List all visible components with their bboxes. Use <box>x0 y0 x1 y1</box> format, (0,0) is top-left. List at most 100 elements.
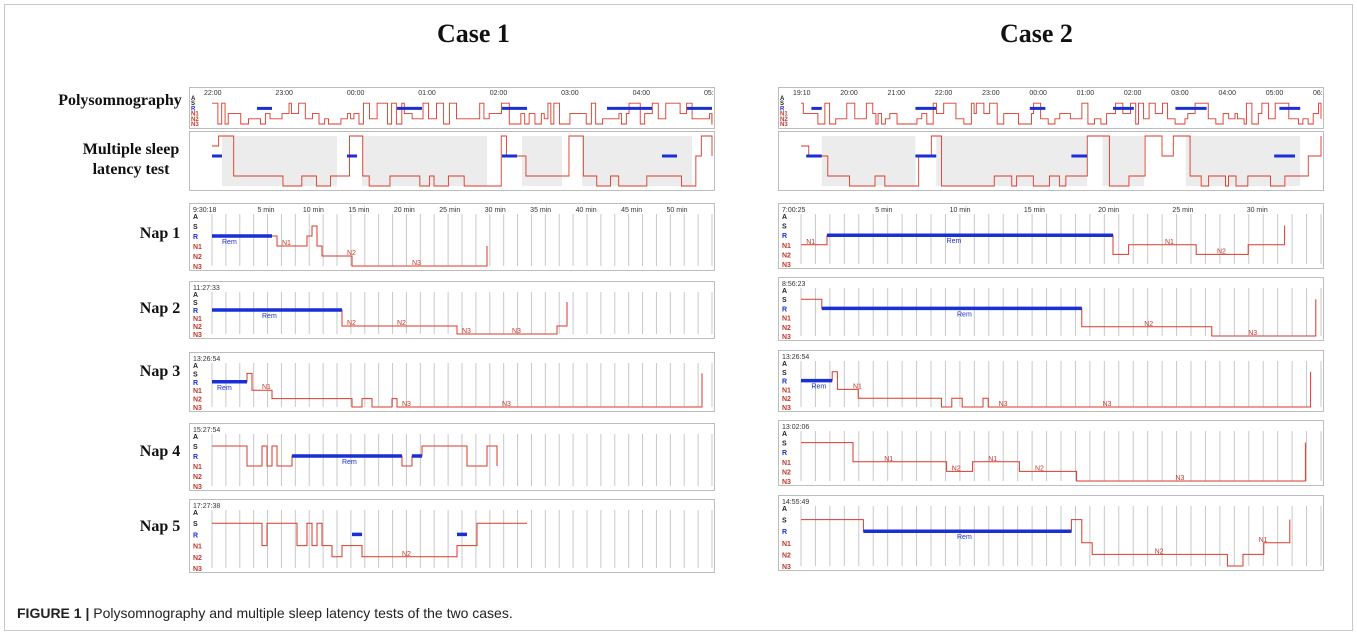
stage-label: A <box>782 506 787 513</box>
stage-label: S <box>782 518 787 525</box>
c1-nap5-svg: ASR N1 N2 N3 17:27:38 N2 <box>193 503 713 573</box>
stage-label: N3 <box>782 405 791 411</box>
stage-annotation: N3 <box>412 260 421 267</box>
time-tick: 22:00 <box>204 90 222 97</box>
stage-label: R <box>193 234 198 241</box>
nap-start-time: 13:26:54 <box>782 354 809 361</box>
stage-label: N3 <box>782 262 791 268</box>
stage-label: R <box>782 306 787 313</box>
time-tick: 01:00 <box>418 90 436 97</box>
hypnogram-trace <box>801 135 1322 187</box>
c2-nap5-svg: ASR N1 N2 N3 14:55:49 Rem N2 N1 <box>782 499 1322 571</box>
nap-start-time: 15:27:54 <box>193 427 220 434</box>
wake-shading <box>582 136 692 186</box>
stage-annotation: Rem <box>222 239 237 246</box>
hypnogram-trace <box>801 519 1291 567</box>
c1-nap4-svg: ASR N1 N2 N3 15:27:54 Rem <box>193 427 713 491</box>
stage-label: N3 <box>193 405 202 411</box>
row-label-psg: Polysomnography <box>58 92 182 109</box>
stage-annotation: N2 <box>952 465 961 472</box>
stage-label: S <box>782 224 787 231</box>
stage-annotation: N1 <box>262 384 271 391</box>
figure: Case 1 Case 2 Polysomnography Multiple s… <box>4 4 1353 631</box>
stage-label: R <box>191 106 196 112</box>
wake-shading <box>222 136 337 186</box>
stage-label: S <box>193 371 198 378</box>
stage-label: N3 <box>780 122 788 128</box>
stage-annotation: N3 <box>502 401 511 408</box>
stage-label: S <box>193 444 198 451</box>
stage-annotation: N1 <box>853 383 862 390</box>
time-tick: 19:10 <box>793 90 811 97</box>
time-tick: 45 min <box>621 207 642 214</box>
stage-label: N2 <box>780 117 788 123</box>
stage-annotation: N1 <box>806 239 815 246</box>
time-tick: 03:00 <box>561 90 579 97</box>
stage-annotation: N1 <box>1259 537 1268 544</box>
stage-annotation: N2 <box>347 320 356 327</box>
nap-start-time: 13:26:54 <box>193 356 220 363</box>
case2-title: Case 2 <box>1000 19 1073 48</box>
time-tick: 02:00 <box>1124 90 1142 97</box>
nap-start-time: 9:30:18 <box>193 207 216 214</box>
time-tick: 05:00 <box>1266 90 1284 97</box>
wake-shading <box>1102 136 1145 186</box>
stage-label: R <box>193 532 198 539</box>
stage-label: N1 <box>780 112 788 118</box>
stage-annotation: N2 <box>1035 465 1044 472</box>
case2-nap3-hypnogram: A S R N1 N2 N3 13:26:54 Rem N1 N3 N3 <box>778 350 1324 412</box>
stage-label: N3 <box>782 334 791 340</box>
stage-annotation: N1 <box>884 456 893 463</box>
time-tick: 00:00 <box>347 90 365 97</box>
figure-caption: FIGURE 1 | Polysomnography and multiple … <box>17 605 513 621</box>
row-label-mslt-line2: latency test <box>92 161 170 178</box>
stage-label: R <box>780 106 785 112</box>
stage-label: N1 <box>782 243 791 250</box>
stage-label: A <box>782 214 787 221</box>
c1-psg-svg: 22:00 23:00 00:00 01:00 02:00 03:00 04:00 05:00… <box>191 90 722 128</box>
hypnogram-trace <box>212 135 713 187</box>
stage-label: N2 <box>193 324 202 331</box>
stage-annotation: N3 <box>999 401 1008 408</box>
time-tick: 35 min <box>530 207 551 214</box>
stage-label: N2 <box>191 117 199 123</box>
stage-annotation: Rem <box>947 238 962 245</box>
case1-nap1-hypnogram: A S R N1 N2 N3 9:30:18 5 min 10 min 15 min 20 min 2… <box>189 203 715 271</box>
stage-label: N2 <box>193 397 202 404</box>
stage-annotation: N2 <box>1217 248 1226 255</box>
stage-label: S <box>193 224 198 231</box>
case1-nap3-hypnogram: A S R N1 N2 N3 13:26:54 Rem N1 N3 N3 <box>189 352 715 412</box>
wake-shading <box>522 136 562 186</box>
stage-label: A <box>193 510 198 517</box>
stage-label: A <box>193 363 198 370</box>
stage-label: R <box>782 379 787 386</box>
time-tick: 00:00 <box>1029 90 1047 97</box>
stage-annotation: Rem <box>811 384 826 391</box>
stage-label: A <box>193 434 198 441</box>
stage-label: N1 <box>782 460 791 467</box>
stage-annotation: N2 <box>347 250 356 257</box>
nap-start-time: 17:27:38 <box>193 503 220 510</box>
row-label-nap1: Nap 1 <box>139 225 181 242</box>
c1-mslt-svg <box>212 135 713 187</box>
stage-label: N3 <box>193 566 202 572</box>
time-tick: 20 min <box>394 207 415 214</box>
time-tick: 06:00 <box>1313 90 1323 97</box>
time-tick: 10 min <box>303 207 324 214</box>
case2-psg-hypnogram: 19:10 20:00 21:00 22:00 23:00 00:00 01:00 02:00… <box>778 87 1331 129</box>
hypnogram-trace <box>212 102 713 125</box>
stage-label: N1 <box>782 541 791 548</box>
stage-label: S <box>191 101 195 107</box>
time-tick: 25 min <box>439 207 460 214</box>
row-label-nap4: Nap 4 <box>139 443 181 460</box>
stage-label: S <box>193 521 198 528</box>
stage-label: N1 <box>193 464 202 471</box>
time-tick: 22:00 <box>935 90 953 97</box>
stage-label: N3 <box>191 122 199 128</box>
hypnogram-trace <box>212 302 568 335</box>
time-tick: 15 min <box>1024 207 1045 214</box>
c2-nap4-svg: ASR N1 N2 N3 13:02:06 N1 N2 N1 N2 N3 <box>782 424 1322 486</box>
stage-label: S <box>780 101 784 107</box>
c2-nap1-svg: ASR N1 N2 N3 7:00:25 5 min 10 min 15 min 20 min 2… <box>782 207 1322 269</box>
